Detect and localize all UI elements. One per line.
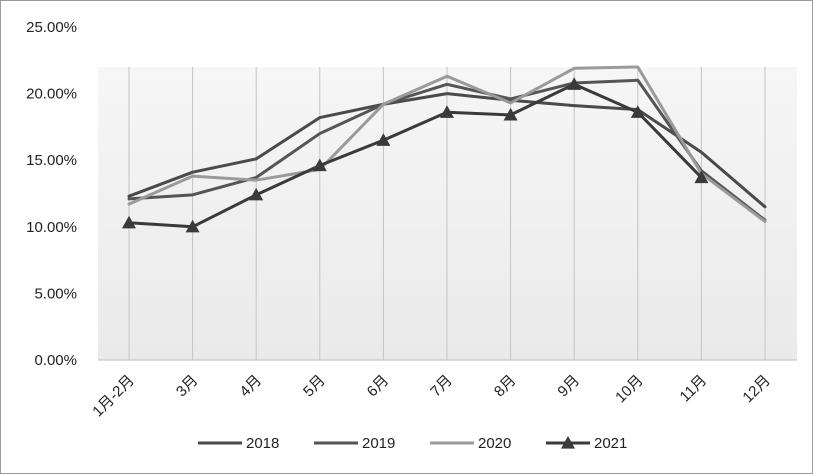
series-line-2021 xyxy=(127,82,703,229)
legend-label-2021: 2021 xyxy=(594,435,627,452)
legend-label-2019: 2019 xyxy=(362,435,395,452)
x-axis-tick-labels: 1月-2月 3月 4月 5月 6月 7月 8月 9月 10月 11月 12月 xyxy=(89,372,774,421)
data-point-2021 xyxy=(249,187,264,201)
y-tick-label: 25.00% xyxy=(26,19,77,36)
y-axis-tick-labels: 0.00% 5.00% 10.00% 15.00% 20.00% 25.00% xyxy=(26,19,77,369)
data-point-2021 xyxy=(694,170,709,184)
data-point-2021 xyxy=(503,107,518,121)
y-tick-label: 15.00% xyxy=(26,152,77,169)
x-tick-label: 9月 xyxy=(555,372,584,401)
x-tick-label: 7月 xyxy=(427,372,456,401)
x-tick-label: 5月 xyxy=(300,372,329,401)
x-tick-label: 4月 xyxy=(237,372,266,401)
x-tick-label: 8月 xyxy=(491,372,520,401)
x-tick-label: 1月-2月 xyxy=(89,372,138,421)
x-tick-label: 12月 xyxy=(739,372,773,406)
x-tick-label: 11月 xyxy=(677,372,711,406)
series-line-2020 xyxy=(127,65,767,223)
y-tick-label: 0.00% xyxy=(34,352,77,369)
y-tick-label: 5.00% xyxy=(34,285,77,302)
x-tick-label: 10月 xyxy=(612,372,646,406)
data-point-2021 xyxy=(376,133,391,146)
y-tick-label: 20.00% xyxy=(26,86,77,103)
data-point-2021 xyxy=(567,77,582,90)
data-point-2021 xyxy=(122,215,136,229)
x-tick-label: 6月 xyxy=(364,372,393,401)
legend: 2018 2019 2020 2021 xyxy=(198,435,627,452)
legend-label-2020: 2020 xyxy=(478,435,511,452)
data-point-2021 xyxy=(440,105,454,118)
series-line-2018 xyxy=(127,92,767,209)
legend-label-2018: 2018 xyxy=(246,435,279,452)
series-lines xyxy=(122,65,767,233)
legend-marker-2021 xyxy=(561,436,575,449)
series-line-2019 xyxy=(127,78,767,222)
data-point-2021 xyxy=(185,219,200,233)
x-tick-label: 3月 xyxy=(173,372,202,401)
y-tick-label: 10.00% xyxy=(26,219,77,236)
data-point-2021 xyxy=(312,158,327,172)
data-point-2021 xyxy=(630,105,645,118)
